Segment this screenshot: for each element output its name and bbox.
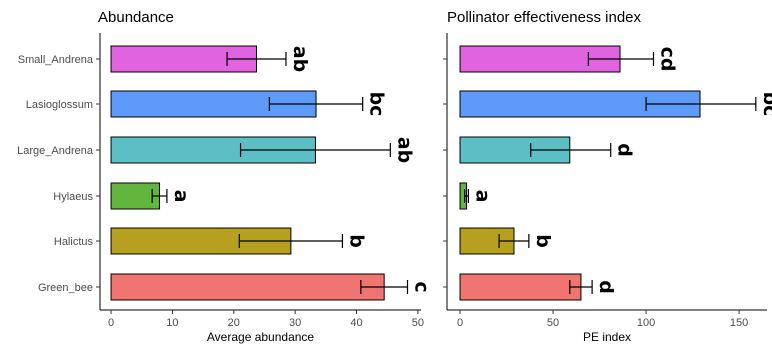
x-tick-label: 100 [637, 317, 655, 329]
y-tick-label-halictus: Halictus [54, 236, 94, 248]
significance-label-green-bee: c [410, 281, 432, 292]
significance-label-large-andrena: d [614, 143, 636, 157]
error-bar-small-andrena [226, 52, 287, 66]
significance-label-green-bee: d [595, 280, 617, 294]
pe-index-panel: Pollinator effectiveness index 0 50 100 150 P… [443, 9, 772, 344]
error-bar-hylaeus [464, 189, 469, 203]
panel-title: Abundance [98, 9, 174, 26]
x-axis-label: PE index [583, 330, 631, 344]
error-bar-large-andrena [239, 143, 391, 157]
y-tick-label-hylaeus: Hylaeus [53, 191, 93, 203]
error-bar-halictus [238, 234, 344, 248]
panel-title: Pollinator effectiveness index [447, 9, 642, 26]
abundance-panel: Abundance 0 10 20 30 40 50 Average abundance Gre… [17, 9, 432, 344]
significance-label-halictus: b [532, 234, 554, 248]
significance-label-lasioglossum: bc [759, 92, 772, 117]
x-tick-label: 0 [108, 317, 114, 329]
x-tick-label: 40 [350, 317, 362, 329]
x-tick-label: 50 [412, 317, 424, 329]
y-tick-label-lasioglossum: Lasioglossum [26, 99, 93, 111]
error-bar-small-andrena [587, 52, 655, 66]
x-tick-label: 50 [547, 317, 559, 329]
error-bar-large-andrena [530, 143, 612, 157]
y-tick-label-large-andrena: Large_Andrena [17, 145, 94, 157]
x-tick-label: 150 [730, 317, 748, 329]
error-bar-halictus [498, 234, 530, 248]
significance-label-hylaeus: a [471, 190, 493, 203]
significance-label-lasioglossum: bc [366, 92, 388, 117]
significance-label-small-andrena: cd [657, 47, 679, 72]
x-axis-label: Average abundance [207, 330, 315, 344]
y-tick-label-small-andrena: Small_Andrena [18, 54, 94, 66]
error-bar-green-bee [569, 280, 593, 294]
bar-lasioglossum [110, 90, 317, 118]
y-tick-label-green-bee: Green_bee [38, 282, 93, 294]
error-bar-lasioglossum [268, 97, 364, 111]
x-tick-label: 10 [166, 317, 178, 329]
bar-small-andrena [110, 45, 258, 73]
bar-green-bee [110, 273, 385, 301]
x-tick-label: 30 [289, 317, 301, 329]
error-bar-lasioglossum [645, 97, 757, 111]
error-bar-green-bee [360, 280, 409, 294]
error-bar-hylaeus [151, 189, 168, 203]
significance-label-small-andrena: ab [289, 46, 311, 72]
x-tick-label: 20 [228, 317, 240, 329]
significance-label-halictus: b [345, 234, 367, 248]
significance-label-hylaeus: a [170, 190, 192, 203]
bar-green-bee [459, 273, 582, 301]
x-tick-label: 0 [457, 317, 463, 329]
significance-label-large-andrena: ab [393, 137, 415, 163]
